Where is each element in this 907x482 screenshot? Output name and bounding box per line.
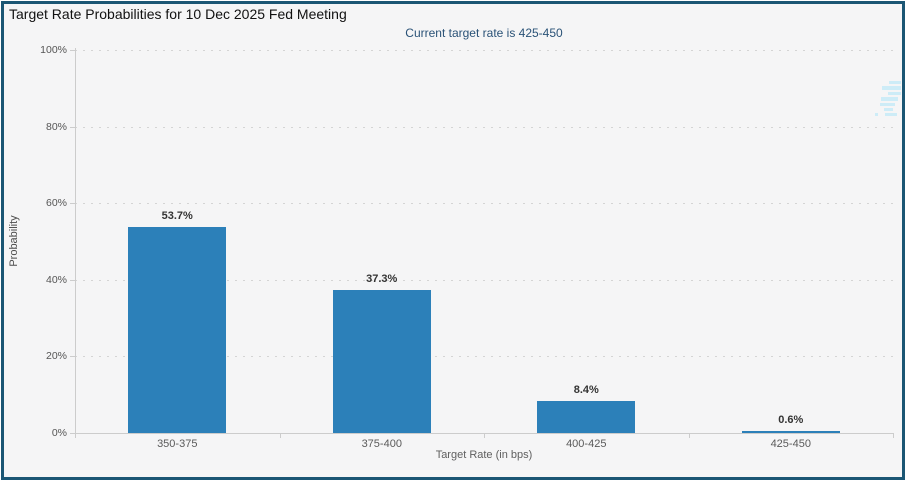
bar[interactable] (332, 290, 431, 433)
y-tick-label: 20% (45, 350, 67, 363)
watermark-stripe (882, 86, 901, 90)
x-axis-tick (279, 433, 281, 438)
watermark-stripe (889, 81, 901, 84)
y-axis-tick (70, 203, 75, 205)
bar-value-label: 37.3% (366, 273, 398, 286)
bar-value-label: 0.6% (778, 413, 804, 426)
watermark-stripe (875, 113, 878, 116)
chart-subtitle: Current target rate is 425-450 (405, 26, 563, 40)
y-tick-label: 60% (45, 197, 67, 210)
x-axis-tick (688, 433, 690, 438)
x-axis-tick (75, 433, 76, 438)
y-tick-label: 40% (45, 273, 67, 286)
y-axis-tick (70, 279, 75, 281)
x-category-label: 425-450 (770, 438, 811, 450)
y-axis-tick (70, 50, 75, 51)
watermark-stripe (880, 103, 895, 106)
bar-value-label: 53.7% (161, 210, 193, 223)
gridline (75, 203, 893, 205)
x-category-label: 400-425 (566, 438, 607, 450)
x-category-label: 350-375 (157, 438, 198, 450)
watermark-stripe (881, 97, 898, 101)
y-tick-label: 80% (45, 120, 67, 133)
y-axis-tick (70, 433, 75, 434)
bar[interactable] (741, 430, 840, 433)
watermark-stripe (888, 92, 901, 95)
y-axis-line (75, 48, 76, 433)
gridline (75, 279, 893, 281)
gridline (75, 126, 893, 128)
x-category-label: 375-400 (361, 438, 402, 450)
chart-title: Target Rate Probabilities for 10 Dec 202… (9, 6, 347, 22)
watermark-stripe (885, 113, 897, 116)
y-tick-label: 100% (40, 44, 67, 56)
x-axis-tick (893, 433, 894, 438)
bar[interactable] (537, 400, 636, 433)
gridline (75, 50, 893, 51)
bar[interactable] (128, 227, 227, 433)
y-axis-tick (70, 356, 75, 358)
bar-value-label: 8.4% (573, 383, 599, 396)
y-axis-title: Probability (8, 215, 20, 267)
watermark-stripe (884, 108, 893, 111)
x-axis-tick (484, 433, 485, 438)
x-axis-title: Target Rate (in bps) (435, 449, 533, 461)
y-axis-tick (70, 126, 75, 128)
y-tick-label: 0% (51, 427, 67, 439)
gridline (75, 356, 893, 358)
